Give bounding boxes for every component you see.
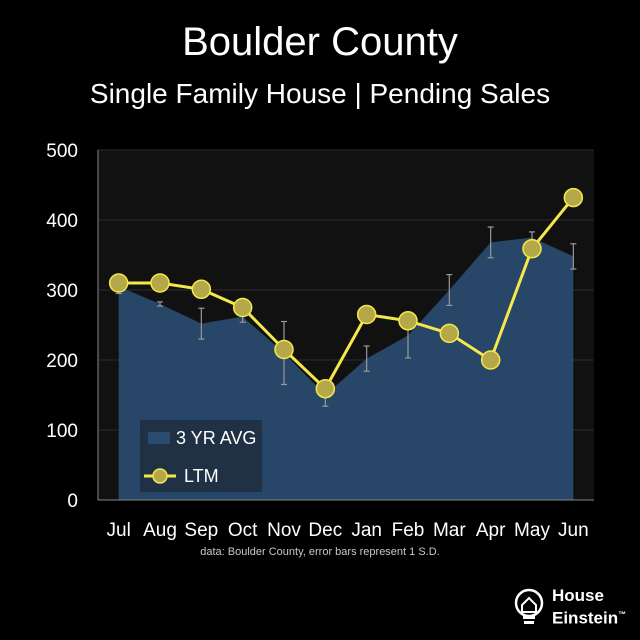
ltm-point <box>315 378 336 399</box>
ltm-point <box>356 304 377 325</box>
ltm-point <box>522 238 542 259</box>
y-tick-label: 0 <box>67 491 78 512</box>
x-tick-label: Jan <box>351 520 382 541</box>
ltm-point <box>563 187 584 208</box>
axis-layer: 0 100 200 300 400 500 Jul Aug Sep Oct Nov Dec Jan Feb… <box>46 141 594 541</box>
ltm-point <box>232 297 253 318</box>
ltm-point <box>191 279 212 300</box>
x-tick-label: Feb <box>392 520 425 541</box>
y-tick-label: 100 <box>46 421 78 442</box>
logo-line-1: House <box>552 586 604 605</box>
logo-line-2: Einstein <box>552 608 619 628</box>
x-tick-label: Sep <box>184 520 218 541</box>
x-tick-label: Aug <box>143 520 177 541</box>
x-tick-label: Mar <box>433 520 466 541</box>
ltm-point <box>439 323 460 344</box>
logo-text: House Einstein™ <box>552 586 626 628</box>
logo-trademark: ™ <box>618 610 627 619</box>
x-tick-label: Jul <box>107 520 131 541</box>
legend-swatch-avg <box>148 432 170 444</box>
x-tick-label: Apr <box>476 520 506 541</box>
ltm-point <box>274 339 294 360</box>
house-einstein-logo: House Einstein™ <box>512 584 632 628</box>
x-tick-label: Oct <box>228 520 258 541</box>
error-bar <box>363 345 370 372</box>
x-tick-label: Jun <box>558 520 589 541</box>
y-tick-label: 400 <box>46 211 78 232</box>
legend-label-avg: 3 YR AVG <box>176 428 256 448</box>
y-tick-label: 500 <box>46 141 78 162</box>
error-bar <box>446 274 453 306</box>
x-tick-label: Dec <box>308 520 342 541</box>
y-tick-label: 200 <box>46 351 78 372</box>
legend-label-ltm: LTM <box>184 466 219 486</box>
ltm-point <box>150 273 170 293</box>
chart-title: Boulder County <box>182 20 458 64</box>
legend-marker-ltm <box>152 468 168 484</box>
error-bar <box>487 226 494 259</box>
error-bar <box>157 301 163 307</box>
x-tick-label: Nov <box>267 520 301 541</box>
error-bar <box>570 243 577 270</box>
lightbulb-house-icon <box>514 588 544 624</box>
legend: 3 YR AVG LTM <box>140 420 262 492</box>
y-tick-label: 300 <box>46 281 78 302</box>
chart-subtitle: Single Family House | Pending Sales <box>89 78 551 109</box>
footnote: data: Boulder County, error bars represe… <box>200 546 440 558</box>
ltm-point <box>480 350 501 370</box>
x-tick-label: May <box>514 520 550 541</box>
ltm-point <box>398 311 418 331</box>
error-bar <box>198 307 205 340</box>
ltm-point <box>108 273 129 293</box>
line-layer <box>108 187 584 399</box>
